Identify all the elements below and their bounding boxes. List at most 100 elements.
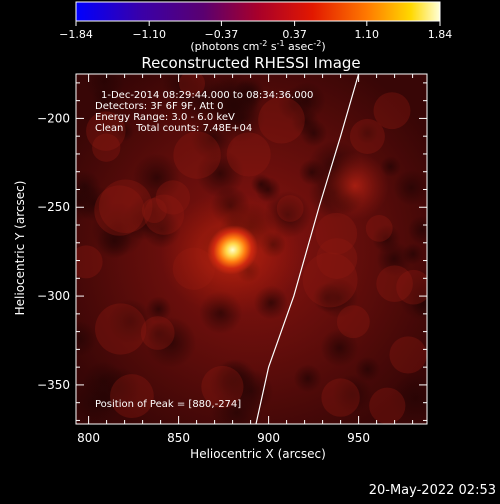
texture-spot [407,215,427,245]
texture-spot [96,366,141,411]
peak-source [207,225,258,275]
x-axis-ticks: 800 850 900 950 [77,74,414,445]
texture-spot [196,149,245,198]
texture-bright-spot [376,265,413,303]
y-tick-label: −200 [37,111,70,125]
texture-bright-spot [140,316,175,350]
info-line-time: 1-Dec-2014 08:29:44.000 to 08:34:36.000 [101,90,313,101]
y-tick-label: −250 [37,200,70,214]
colorbar-label-sup: -2 [313,39,321,48]
texture-spot [91,84,119,112]
texture-spot [293,364,322,393]
x-tick-label: 900 [257,431,280,445]
colorbar-tick-label: −0.37 [205,28,239,41]
texture-spot [208,359,255,406]
heatmap-image [76,74,427,424]
colorbar-label: (photons cm-2 s-1 asec-2) [190,39,325,53]
texture-bright-spot [98,179,153,233]
colorbar-label-part: ) [321,40,325,53]
texture-spot [76,184,113,222]
texture-spot [393,169,427,206]
colorbar-tick-label: −1.84 [59,28,93,41]
x-tick-label: 800 [77,431,100,445]
texture-bright-spot [389,336,427,374]
colorbar-ticks: −1.84 −1.10 −0.37 0.37 1.10 1.84 [59,21,452,41]
y-axis-ticks: −200 −250 −300 −350 [37,82,427,421]
colorbar: −1.84 −1.10 −0.37 0.37 1.10 1.84 (photons cm-… [59,1,452,53]
texture-bright-spot [321,378,360,417]
colorbar-gradient [75,1,441,22]
colorbar-label-part: s [267,40,276,53]
texture-spot [332,374,373,414]
texture-spot [320,328,359,367]
solar-limb-line [255,74,360,424]
texture-spot [277,86,313,122]
texture-spot [76,320,98,357]
texture-bright-spot [95,303,147,355]
texture-spot [410,291,427,318]
texture-spot [299,119,328,147]
texture-spot [402,243,424,265]
texture-bright-spot [369,387,406,424]
texture-bright-spot [365,215,393,242]
texture-spot [203,74,259,128]
texture-bright-spot [201,365,244,409]
texture-bright-spot [94,185,145,236]
texture-bright-spot [141,198,167,224]
texture-bright-spot [258,96,305,144]
colorbar-tick-label: 1.84 [428,28,453,41]
colorbar-label-sup: -1 [277,39,285,48]
texture-bright-spot [373,92,411,130]
texture-bright-spot [226,132,271,177]
texture-bright-spot [336,305,370,339]
y-tick-label: −350 [37,378,70,392]
texture-spot [145,316,197,368]
info-line-energy: Energy Range: 3.0 - 6.0 keV [95,112,235,123]
texture-bright-spot [302,252,358,308]
colorbar-label-part: asec [285,40,314,53]
y-axis-label: Heliocentric Y (arcsec) [13,181,27,316]
colorbar-label-sup: -2 [259,39,267,48]
y-tick-label: −300 [37,289,70,303]
texture-spot [132,153,182,202]
texture-spot [250,173,272,195]
texture-spot [354,356,381,382]
info-line-clean: Clean Total counts: 7.48E+04 [95,123,252,134]
plot-frame [75,73,428,425]
secondary-source [321,151,389,220]
info-line-detectors: Detectors: 3F 6F 9F, Att 0 [95,101,223,112]
colorbar-tick-label: −1.10 [132,28,166,41]
timestamp: 20-May-2022 02:53 [369,483,496,498]
colorbar-tick-label: 0.37 [282,28,307,41]
texture-spot [356,122,379,144]
texture-bright-spot [179,74,206,97]
colorbar-label-part: (photons cm [190,40,259,53]
texture-bright-spot [315,212,358,255]
x-tick-label: 850 [167,431,190,445]
texture-bright-spot [110,374,154,419]
info-block: 1-Dec-2014 08:29:44.000 to 08:34:36.000 … [95,90,313,134]
texture-spot [376,241,412,277]
peak-position-label: Position of Peak = [880,-274] [95,399,241,410]
texture-spot [312,282,343,313]
texture-bright-spot [92,133,121,162]
chart-title: Reconstructed RHESSI Image [141,54,360,72]
x-axis-label: Heliocentric X (arcsec) [190,447,326,461]
texture-bright-spot [316,238,358,279]
texture-spot [161,74,204,106]
x-tick-label: 950 [347,431,370,445]
texture-bright-spot [173,131,221,179]
texture-spot [390,372,427,424]
texture-bright-spot [396,269,427,305]
texture-bright-spot [76,245,103,279]
texture-bright-spot [86,111,126,151]
texture-spot [190,116,235,161]
texture-spot [113,121,134,142]
texture-spot [145,296,172,323]
texture-spot [107,298,153,345]
texture-bright-spot [155,180,191,215]
texture-spot [96,223,132,259]
colorbar-tick-label: 1.10 [355,28,380,41]
texture-bright-spot [349,118,385,154]
